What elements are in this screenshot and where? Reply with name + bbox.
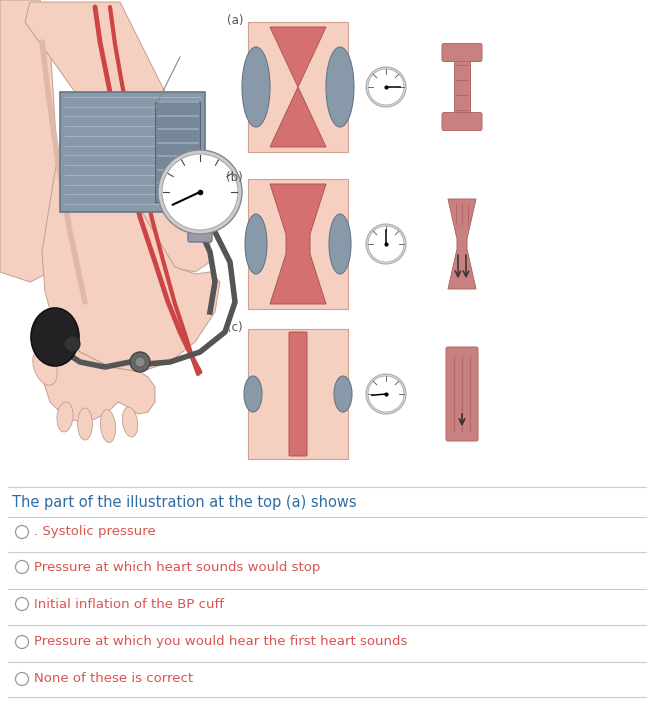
Text: (a): (a) bbox=[226, 14, 243, 27]
FancyBboxPatch shape bbox=[454, 59, 470, 115]
Ellipse shape bbox=[242, 47, 270, 127]
FancyBboxPatch shape bbox=[442, 43, 482, 61]
Circle shape bbox=[158, 150, 242, 234]
Circle shape bbox=[130, 352, 150, 372]
Ellipse shape bbox=[33, 349, 57, 386]
Ellipse shape bbox=[326, 47, 354, 127]
Polygon shape bbox=[25, 2, 210, 272]
Circle shape bbox=[162, 154, 238, 230]
Ellipse shape bbox=[57, 402, 73, 432]
Ellipse shape bbox=[329, 214, 351, 274]
Text: None of these is correct: None of these is correct bbox=[34, 672, 193, 685]
Circle shape bbox=[368, 376, 404, 412]
Circle shape bbox=[16, 526, 29, 539]
Circle shape bbox=[368, 69, 404, 105]
Polygon shape bbox=[42, 92, 220, 372]
FancyBboxPatch shape bbox=[442, 113, 482, 131]
Circle shape bbox=[16, 635, 29, 648]
Ellipse shape bbox=[122, 407, 138, 437]
Text: Pressure at which you would hear the first heart sounds: Pressure at which you would hear the fir… bbox=[34, 635, 407, 648]
FancyBboxPatch shape bbox=[248, 22, 348, 152]
Polygon shape bbox=[270, 87, 326, 147]
Ellipse shape bbox=[334, 376, 352, 412]
Ellipse shape bbox=[245, 214, 267, 274]
Circle shape bbox=[16, 560, 29, 573]
FancyBboxPatch shape bbox=[248, 179, 348, 309]
Polygon shape bbox=[270, 27, 326, 87]
Text: (b): (b) bbox=[226, 171, 243, 184]
Circle shape bbox=[366, 67, 406, 107]
Ellipse shape bbox=[101, 409, 116, 443]
Circle shape bbox=[135, 357, 145, 367]
Circle shape bbox=[368, 226, 404, 262]
Ellipse shape bbox=[78, 408, 92, 440]
Polygon shape bbox=[42, 327, 155, 422]
Circle shape bbox=[16, 672, 29, 685]
Ellipse shape bbox=[31, 308, 79, 366]
Circle shape bbox=[366, 374, 406, 414]
Text: The part of the illustration at the top (a) shows: The part of the illustration at the top … bbox=[12, 495, 356, 510]
FancyBboxPatch shape bbox=[289, 332, 307, 456]
FancyBboxPatch shape bbox=[446, 347, 478, 441]
Text: Pressure at which heart sounds would stop: Pressure at which heart sounds would sto… bbox=[34, 560, 320, 573]
Circle shape bbox=[16, 598, 29, 611]
FancyBboxPatch shape bbox=[188, 228, 212, 242]
Text: Initial inflation of the BP cuff: Initial inflation of the BP cuff bbox=[34, 598, 224, 611]
Polygon shape bbox=[448, 199, 476, 289]
Ellipse shape bbox=[244, 376, 262, 412]
Text: (c): (c) bbox=[228, 321, 243, 334]
FancyBboxPatch shape bbox=[248, 329, 348, 459]
Circle shape bbox=[366, 224, 406, 264]
Circle shape bbox=[64, 336, 80, 352]
Polygon shape bbox=[270, 184, 326, 304]
Polygon shape bbox=[0, 0, 60, 282]
Polygon shape bbox=[60, 92, 205, 212]
Text: . Systolic pressure: . Systolic pressure bbox=[34, 526, 156, 539]
FancyBboxPatch shape bbox=[155, 102, 200, 202]
